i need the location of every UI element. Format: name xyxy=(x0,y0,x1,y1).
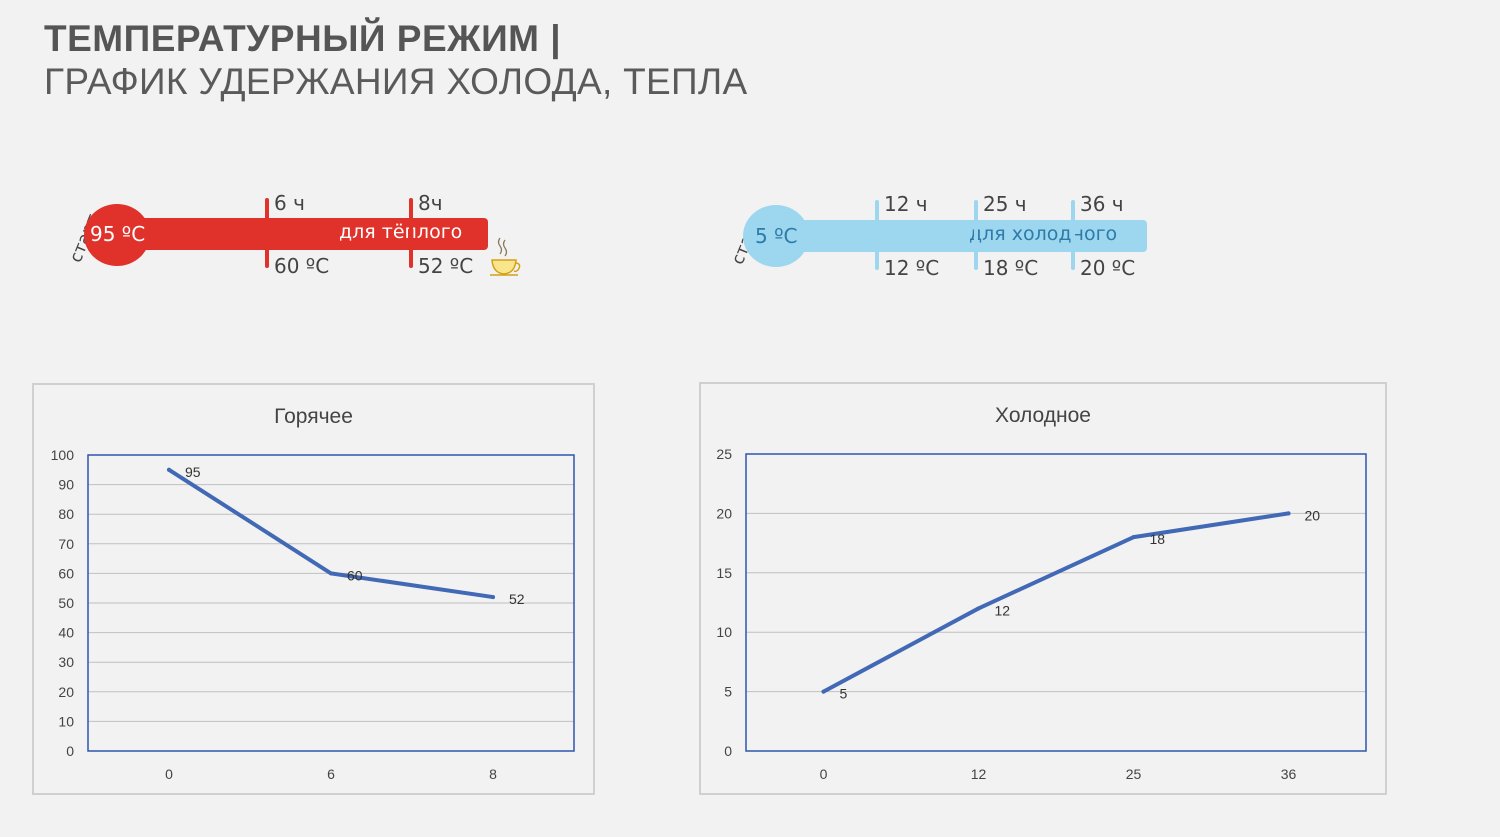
cold-chart-x-tick-label: 36 xyxy=(1281,766,1297,782)
cold-chart-data-label: 5 xyxy=(840,686,848,702)
hot-chart-svg: 0 10 20 30 40 50 60 70 80 90 100 0 6 8 95 60 52 xyxy=(51,447,575,782)
cold-thermometer-bulb xyxy=(743,205,809,267)
cold-chart-y-tick-label: 10 xyxy=(716,624,732,640)
cold-chart-data-point xyxy=(976,606,981,611)
cold-chart-x-tick-label: 0 xyxy=(820,766,828,782)
cold-chart-y-tick-label: 0 xyxy=(724,743,732,759)
hot-chart-x-tick-label: 8 xyxy=(489,766,497,782)
hot-chart: Горячее 0 10 20 30 40 50 60 70 80 90 100 0 6 8 95 60 52 xyxy=(32,383,595,795)
hot-chart-y-tick-label: 60 xyxy=(58,565,74,581)
cold-tick-3 xyxy=(1071,200,1075,270)
hot-chart-y-tick-label: 90 xyxy=(58,477,74,493)
hot-chart-title: Горячее xyxy=(274,405,353,428)
cold-tick-1 xyxy=(875,200,879,270)
hot-thermometer-bulb xyxy=(84,204,150,266)
hot-chart-y-tick-label: 100 xyxy=(51,447,75,463)
cold-chart-y-tick-label: 5 xyxy=(724,684,732,700)
hot-chart-y-tick-label: 50 xyxy=(58,595,74,611)
cold-tick-2 xyxy=(974,200,978,270)
cold-chart-data-label: 12 xyxy=(995,602,1011,618)
hot-chart-y-tick-label: 70 xyxy=(58,536,74,552)
cold-chart-svg: 0 5 10 15 20 25 0 12 25 36 5 12 18 20 xyxy=(716,446,1367,782)
cold-mark-time-1: 12 ч xyxy=(884,192,928,216)
cold-chart-y-tick-label: 20 xyxy=(716,505,732,521)
cold-chart-data-point xyxy=(1131,535,1136,540)
cold-chart-x-tick-label: 25 xyxy=(1126,766,1142,782)
hot-chart-data-point xyxy=(329,571,333,576)
hot-chart-data-label: 52 xyxy=(509,591,525,607)
cold-chart-plot-area xyxy=(745,453,1367,752)
page-title-main: ТЕМПЕРАТУРНЫЙ РЕЖИМ | xyxy=(44,18,562,59)
cold-start-temp: 5 ºC xyxy=(755,224,798,248)
cold-chart-data-label: 18 xyxy=(1150,531,1166,547)
hot-chart-y-tick-label: 0 xyxy=(66,743,74,759)
cold-mark-time-2: 25 ч xyxy=(983,192,1027,216)
hot-chart-y-tick-label: 30 xyxy=(58,654,74,670)
cold-chart-x-tick-label: 12 xyxy=(971,766,987,782)
hot-chart-series-line xyxy=(167,467,495,600)
hot-chart-y-tick-label: 10 xyxy=(58,713,74,729)
cold-chart: Холодное 0 5 10 15 20 25 0 12 25 36 5 12 18 20 xyxy=(699,382,1387,795)
hot-start-temp: 95 ºC xyxy=(90,222,146,246)
cold-chart-data-point xyxy=(821,689,826,694)
hot-chart-data-label: 60 xyxy=(347,567,363,583)
hot-mark-temp-1: 60 ºC xyxy=(274,254,330,278)
hot-tick-1 xyxy=(265,198,269,268)
cold-chart-series-line xyxy=(821,511,1291,694)
hot-chart-plot-area xyxy=(87,454,575,752)
cold-chart-title: Холодное xyxy=(995,404,1091,427)
page-subtitle: ГРАФИК УДЕРЖАНИЯ ХОЛОДА, ТЕПЛА xyxy=(44,61,748,102)
hot-chart-data-point xyxy=(491,595,495,600)
hot-mark-time-2: 8ч xyxy=(418,191,443,215)
coffee-cup-icon xyxy=(490,237,521,276)
hot-chart-y-tick-label: 40 xyxy=(58,625,74,641)
page-title: ТЕМПЕРАТУРНЫЙ РЕЖИМ | ГРАФИК УДЕРЖАНИЯ Х… xyxy=(44,18,747,104)
cold-thermometer-tube xyxy=(800,220,1147,252)
cold-chart-y-tick-label: 25 xyxy=(716,446,732,462)
hot-chart-data-label: 95 xyxy=(185,464,201,480)
cold-mark-temp-1: 12 ºC xyxy=(884,256,940,280)
hot-chart-data-point xyxy=(167,467,171,472)
cold-mark-time-3: 36 ч xyxy=(1080,192,1124,216)
hot-thermometer-tube xyxy=(138,218,488,250)
cold-mark-temp-2: 18 ºC xyxy=(983,256,1039,280)
cold-chart-data-label: 20 xyxy=(1305,507,1321,523)
hot-chart-y-tick-label: 80 xyxy=(58,506,74,522)
cold-chart-data-point xyxy=(1286,511,1291,516)
hot-tick-2 xyxy=(409,198,413,268)
hot-chart-y-tick-label: 20 xyxy=(58,684,74,700)
hot-chart-x-tick-label: 6 xyxy=(327,766,335,782)
hot-mark-time-1: 6 ч xyxy=(274,191,305,215)
cold-tube-label: для холодного xyxy=(969,223,1118,245)
cold-mark-temp-3: 20 ºC xyxy=(1080,256,1136,280)
cold-chart-y-tick-label: 15 xyxy=(716,565,732,581)
hot-mark-temp-2: 52 ºC xyxy=(418,254,474,278)
hot-tube-label: для тёплого xyxy=(339,221,463,243)
hot-chart-x-tick-label: 0 xyxy=(165,766,173,782)
